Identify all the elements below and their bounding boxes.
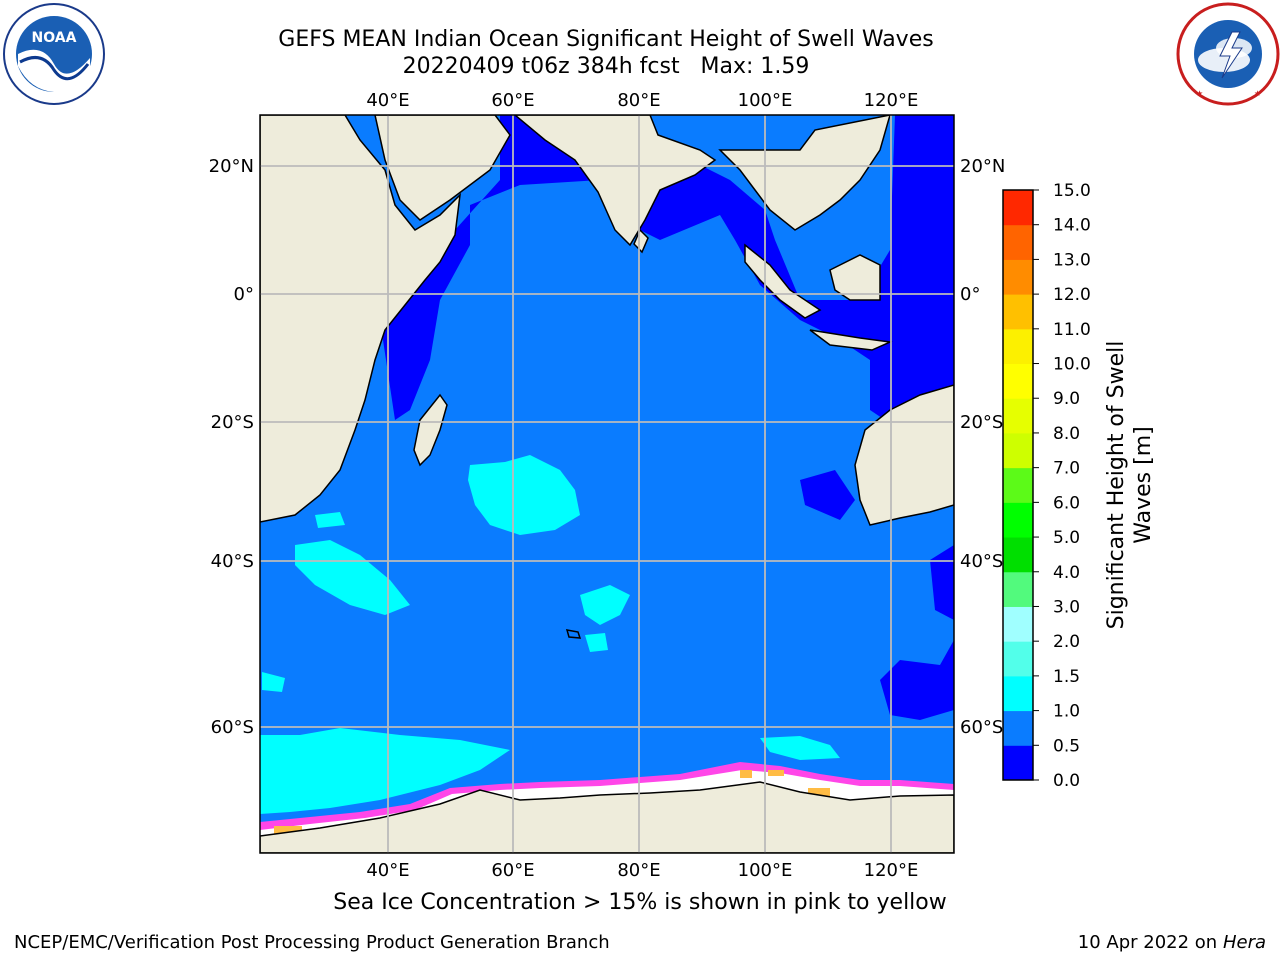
arabia-landmass — [374, 115, 511, 221]
colorbar-tick-label: 3.0 — [1053, 597, 1080, 617]
sumatra-landmass — [744, 243, 822, 319]
svg-text:★: ★ — [1254, 89, 1261, 98]
colorbar-bin — [1003, 502, 1033, 538]
lon-label-top: 120°E — [864, 90, 919, 111]
java-landmass — [809, 329, 893, 351]
colorbar-bin — [1003, 745, 1033, 781]
colorbar-tick-label: 4.0 — [1053, 563, 1080, 583]
lon-label-top: 60°E — [491, 90, 534, 111]
lat-label-left: 20°N — [209, 156, 254, 177]
colorbar-bin — [1003, 571, 1033, 607]
lon-label-bottom: 100°E — [738, 860, 793, 881]
sri-lanka-landmass — [633, 228, 649, 254]
top-longitude-labels: 40°E 60°E 80°E 100°E 120°E — [366, 90, 918, 111]
footer-credit: NCEP/EMC/Verification Post Processing Pr… — [14, 932, 610, 953]
nws-logo: ★ ★ — [1176, 2, 1280, 106]
australia-landmass — [854, 384, 954, 526]
antarctica-landmass — [260, 781, 954, 853]
footer-date-text: 10 Apr 2022 on — [1077, 932, 1223, 953]
colorbar-label-line1: Significant Height of Swell — [1104, 341, 1129, 630]
colorbar-tick-label: 12.0 — [1053, 285, 1091, 305]
lat-label-right: 60°S — [960, 717, 1003, 738]
lat-label-right: 0° — [960, 284, 980, 305]
chart-title: GEFS MEAN Indian Ocean Significant Heigh… — [278, 27, 934, 52]
colorbar-bin — [1003, 710, 1033, 746]
colorbar-tick-label: 15.0 — [1053, 181, 1091, 201]
lon-label-bottom: 80°E — [617, 860, 660, 881]
colorbar-bin — [1003, 432, 1033, 469]
lat-label-left: 20°S — [211, 412, 254, 433]
borneo-landmass — [829, 254, 881, 301]
bottom-longitude-labels: 40°E 60°E 80°E 100°E 120°E — [366, 860, 918, 881]
noaa-logo: NOAA — [3, 3, 105, 105]
left-latitude-labels: 20°N 0° 20°S 40°S 60°S — [209, 156, 254, 738]
colorbar-tick-label: 11.0 — [1053, 320, 1091, 340]
colorbar-tick-label: 14.0 — [1053, 216, 1091, 236]
colorbar-bin — [1003, 224, 1033, 260]
southeast-asia-landmass — [718, 115, 891, 231]
colorbar-tick-label: 0.5 — [1053, 736, 1080, 756]
colorbar-label-line2: Waves [m] — [1131, 426, 1156, 543]
colorbar-bin — [1003, 537, 1033, 573]
lon-label-top: 40°E — [366, 90, 409, 111]
colorbar-tick-label: 0.0 — [1053, 771, 1080, 791]
lon-label-bottom: 40°E — [366, 860, 409, 881]
colorbar-tick-label: 13.0 — [1053, 250, 1091, 270]
colorbar-bin — [1003, 641, 1033, 677]
mid-swell-regions — [260, 455, 840, 814]
colorbar-bin — [1003, 675, 1033, 712]
lon-label-top: 100°E — [738, 90, 793, 111]
colorbar-bin — [1003, 259, 1033, 295]
colorbar-tick-label: 10.0 — [1053, 355, 1091, 375]
lon-label-top: 80°E — [617, 90, 660, 111]
lat-label-right: 20°N — [960, 156, 1005, 177]
colorbar-tick-label: 5.0 — [1053, 528, 1080, 548]
chart-subtitle: 20220409 t06z 384h fcst Max: 1.59 — [402, 54, 810, 79]
colorbar-tick-label: 1.5 — [1053, 667, 1080, 687]
colorbar-tick-label: 9.0 — [1053, 389, 1080, 409]
sea-ice-caption: Sea Ice Concentration > 15% is shown in … — [333, 890, 947, 915]
colorbar-bin — [1003, 190, 1033, 226]
colorbar-tick-labels: 0.0 0.5 1.0 1.5 2.0 3.0 4.0 5.0 6.0 7.0 8.0 9.0 10.0… — [1053, 181, 1091, 791]
lat-label-left: 40°S — [211, 551, 254, 572]
colorbar — [1002, 189, 1039, 781]
colorbar-bin — [1003, 606, 1033, 642]
colorbar-bin — [1003, 363, 1033, 399]
colorbar-bin — [1003, 294, 1033, 330]
lon-label-bottom: 60°E — [491, 860, 534, 881]
madagascar-landmass — [413, 393, 448, 467]
colorbar-tick-label: 2.0 — [1053, 632, 1080, 652]
colorbar-tick-label: 8.0 — [1053, 424, 1080, 444]
svg-text:★: ★ — [1196, 89, 1203, 98]
colorbar-frame — [1002, 189, 1034, 781]
map-gridlines — [260, 115, 954, 853]
colorbar-tick-label: 7.0 — [1053, 459, 1080, 479]
colorbar-tick-label: 1.0 — [1053, 702, 1080, 722]
lon-label-bottom: 120°E — [864, 860, 919, 881]
colorbar-bin — [1003, 467, 1033, 503]
lat-label-left: 0° — [234, 284, 254, 305]
noaa-logo-text: NOAA — [32, 30, 77, 46]
colorbar-bin — [1003, 398, 1033, 434]
lat-label-right: 40°S — [960, 551, 1003, 572]
colorbar-tick-label: 6.0 — [1053, 493, 1080, 513]
colorbar-bin — [1003, 328, 1033, 365]
footer-date: 10 Apr 2022 on Hera — [1078, 932, 1266, 953]
kerguelen-island — [565, 629, 582, 639]
map-area — [260, 115, 954, 853]
map-frame — [259, 114, 955, 854]
lat-label-right: 20°S — [960, 412, 1003, 433]
right-latitude-labels: 20°N 0° 20°S 40°S 60°S — [960, 156, 1005, 738]
lat-label-left: 60°S — [211, 717, 254, 738]
footer-machine-name: Hera — [1222, 932, 1266, 953]
